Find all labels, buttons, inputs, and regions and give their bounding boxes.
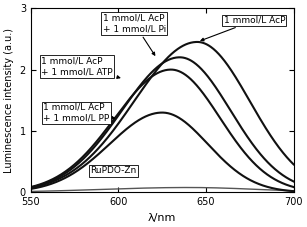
Text: 1 mmol/L AcP: 1 mmol/L AcP: [201, 16, 285, 41]
Text: RuPDO-Zn: RuPDO-Zn: [90, 166, 136, 175]
Y-axis label: Luminescence intensity (a.u.): Luminescence intensity (a.u.): [4, 28, 14, 173]
Text: 1 mmol/L AcP
+ 1 mmol/L Pi: 1 mmol/L AcP + 1 mmol/L Pi: [103, 14, 166, 55]
X-axis label: λ/nm: λ/nm: [148, 213, 177, 223]
Text: 1 mmol/L AcP
+ 1 mmol/L ATP: 1 mmol/L AcP + 1 mmol/L ATP: [41, 57, 120, 78]
Text: 1 mmol/L AcP
+ 1 mmol/L PP: 1 mmol/L AcP + 1 mmol/L PP: [43, 103, 115, 122]
